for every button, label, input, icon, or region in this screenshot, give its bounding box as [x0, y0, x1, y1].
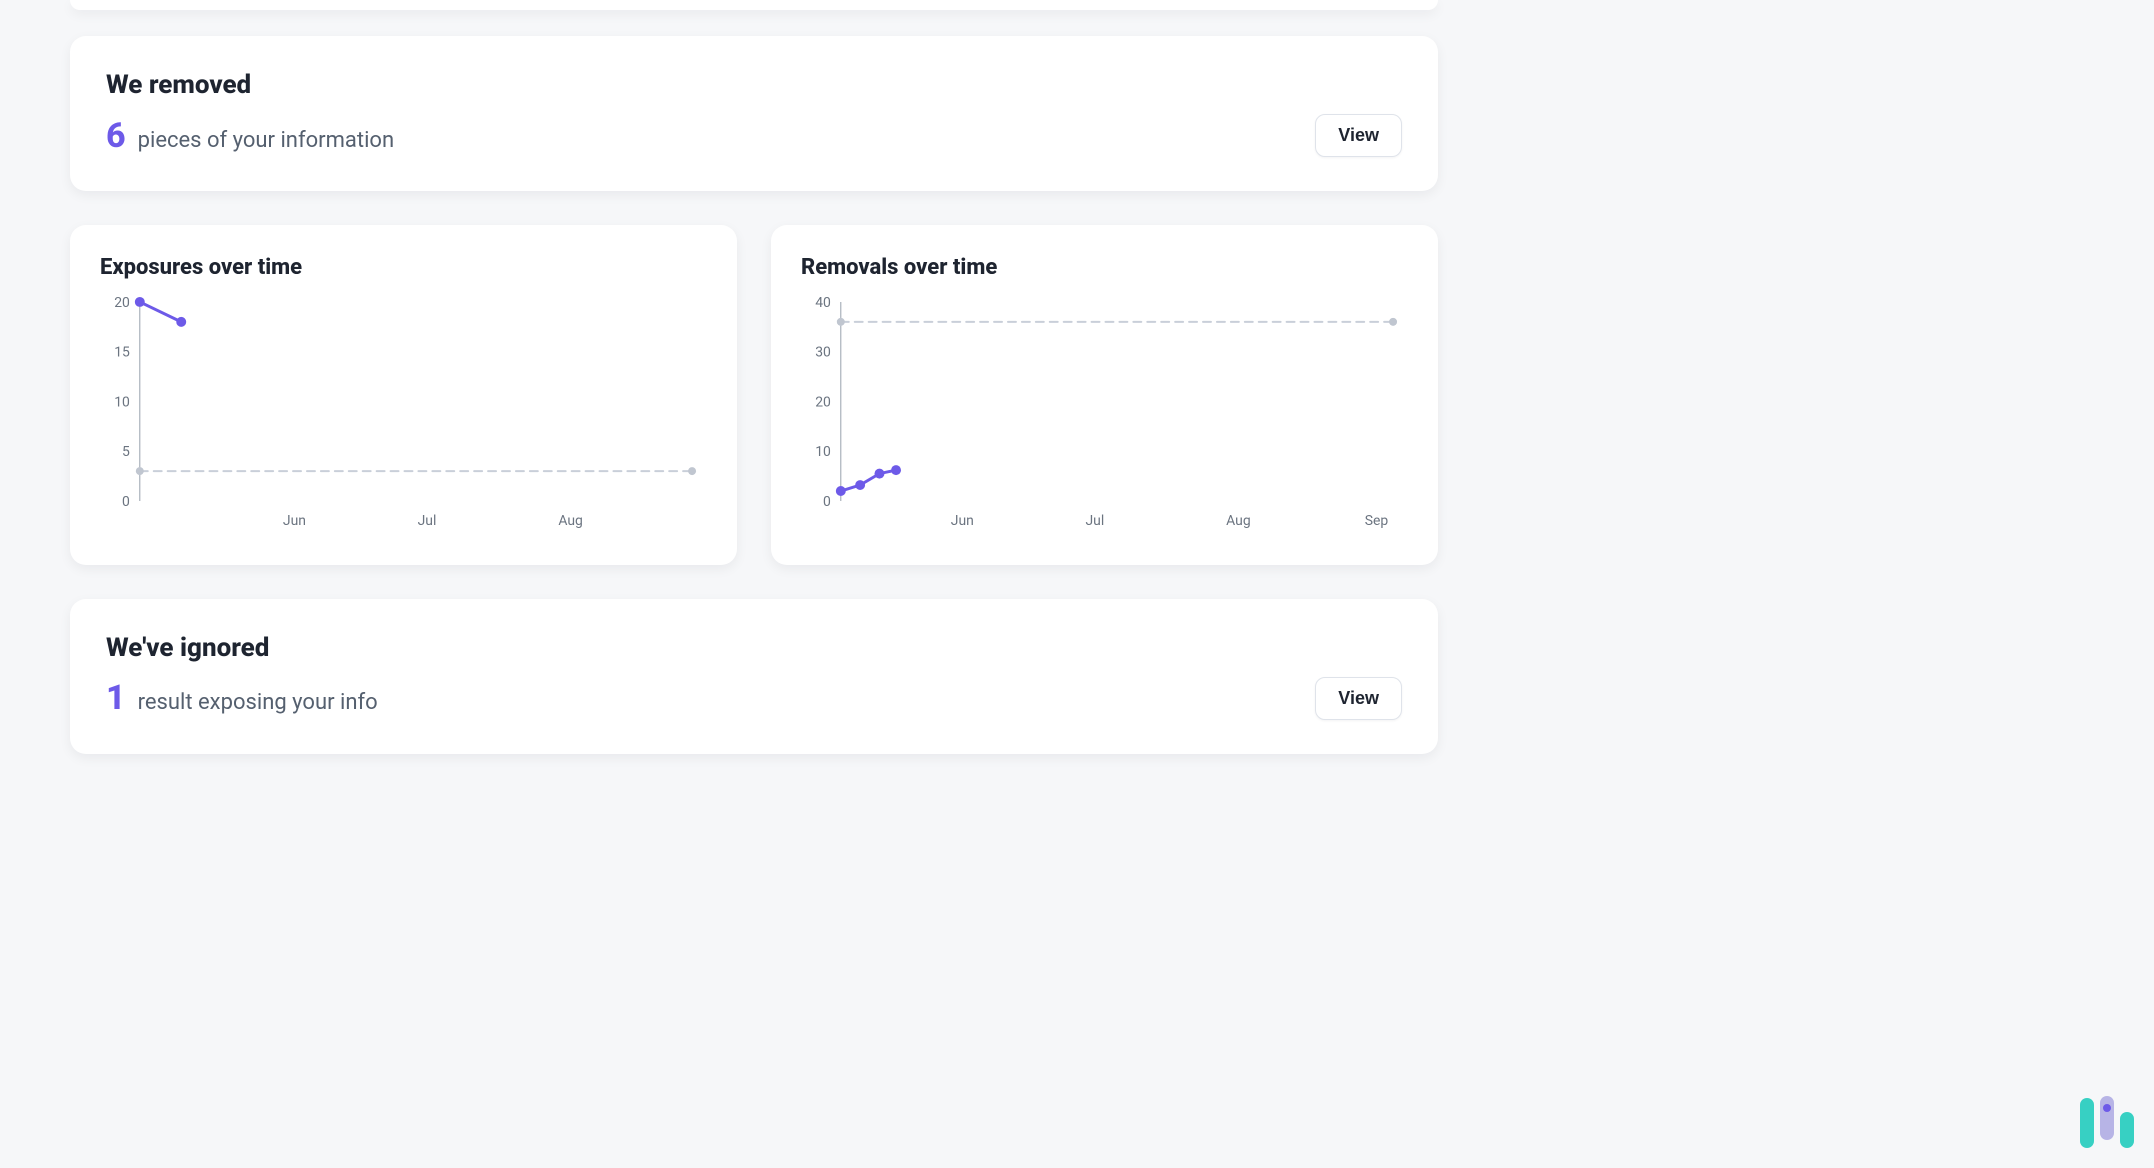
exposures-chart: 0 5 10 15 20 Jun Jul Aug [100, 292, 707, 541]
ignored-count: 1 [106, 678, 126, 718]
svg-text:30: 30 [815, 345, 831, 361]
ignored-card: We've ignored 1 result exposing your inf… [70, 599, 1438, 754]
removed-card: We removed 6 pieces of your information … [70, 36, 1438, 191]
svg-text:40: 40 [815, 295, 831, 311]
svg-text:10: 10 [114, 394, 130, 410]
removals-chart: 0 10 20 30 40 Jun Jul Aug Sep [801, 292, 1408, 541]
svg-text:15: 15 [114, 345, 130, 361]
exposures-chart-title: Exposures over time [100, 255, 707, 280]
svg-text:Aug: Aug [1226, 513, 1251, 529]
removed-row: 6 pieces of your information View [106, 114, 1402, 157]
exposures-chart-card: Exposures over time 0 5 10 15 20 Jun Jul Aug [70, 225, 737, 565]
svg-text:Jul: Jul [1085, 513, 1104, 529]
charts-row: Exposures over time 0 5 10 15 20 Jun Jul Aug Re… [70, 225, 1438, 565]
ignored-title: We've ignored [106, 633, 1402, 663]
prev-card-sliver [70, 0, 1438, 10]
svg-text:20: 20 [815, 394, 831, 410]
svg-text:Jun: Jun [951, 513, 974, 529]
removed-count: 6 [106, 116, 126, 156]
view-ignored-button[interactable]: View [1315, 677, 1402, 720]
svg-text:5: 5 [122, 444, 130, 460]
decorative-bars-icon [2080, 1098, 2134, 1148]
removals-chart-card: Removals over time 0 10 20 30 40 Jun Jul Aug Sep [771, 225, 1438, 565]
svg-text:Jun: Jun [283, 513, 306, 529]
removals-chart-title: Removals over time [801, 255, 1408, 280]
svg-text:Sep: Sep [1365, 513, 1389, 529]
removed-stat: 6 pieces of your information [106, 116, 394, 156]
svg-text:20: 20 [114, 295, 130, 311]
svg-text:10: 10 [815, 444, 831, 460]
view-removed-button[interactable]: View [1315, 114, 1402, 157]
ignored-stat: 1 result exposing your info [106, 678, 378, 718]
svg-text:0: 0 [122, 494, 130, 510]
ignored-label: result exposing your info [138, 690, 378, 715]
removed-label: pieces of your information [138, 128, 395, 153]
svg-text:Aug: Aug [558, 513, 583, 529]
removed-title: We removed [106, 70, 1402, 100]
svg-text:0: 0 [823, 494, 831, 510]
ignored-row: 1 result exposing your info View [106, 677, 1402, 720]
svg-text:Jul: Jul [418, 513, 437, 529]
